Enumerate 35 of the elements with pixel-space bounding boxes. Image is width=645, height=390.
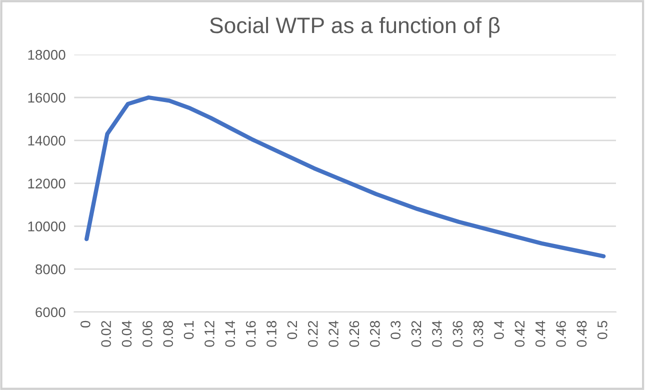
x-tick-label: 0.26: [349, 320, 360, 347]
y-tick-label: 8000: [36, 264, 66, 274]
x-tick-label: 0.2: [287, 321, 298, 340]
x-tick-label: 0.4: [494, 320, 504, 340]
x-tick-label: 0.38: [473, 320, 484, 347]
y-tick-label: 6000: [36, 307, 66, 318]
line-series: [84, 95, 606, 258]
x-tick-label: 0.48: [576, 320, 587, 347]
y-tick-label: 10000: [28, 222, 66, 232]
y-tick-label: 16000: [28, 92, 66, 103]
x-tick-label: 0.46: [556, 320, 566, 347]
x-tick-label: 0.04: [122, 320, 132, 347]
x-tick-label: 0: [80, 320, 90, 328]
x-tick-label: 0.34: [432, 320, 442, 347]
x-tick-label: 0.1: [184, 321, 194, 340]
x-tick-label: 0.44: [535, 320, 546, 347]
x-tick-label: 0.22: [308, 321, 318, 347]
x-tick-label: 0.36: [452, 320, 463, 347]
x-tick-label: 0.08: [163, 320, 174, 347]
x-tick-label: 0.06: [142, 320, 152, 347]
x-tick-label: 0.5: [597, 320, 608, 340]
y-tick-label: 18000: [28, 50, 66, 60]
x-tick-label: 0.28: [370, 320, 380, 347]
x-tick-label: 0.3: [390, 320, 400, 340]
y-tick-label: 12000: [28, 178, 66, 188]
x-tick-label: 0.12: [204, 321, 214, 347]
x-tick-label: 0.02: [101, 321, 111, 347]
x-tick-label: 0.18: [266, 320, 276, 347]
chart-title: Social WTP as a function of β: [210, 16, 500, 38]
x-tick-label: 0.24: [328, 320, 338, 347]
x-tick-label: 0.14: [225, 320, 236, 347]
x-tick-label: 0.16: [246, 320, 256, 347]
y-tick-label: 14000: [28, 136, 66, 146]
x-tick-label: 0.42: [514, 321, 525, 347]
x-tick-label: 0.32: [411, 321, 422, 347]
